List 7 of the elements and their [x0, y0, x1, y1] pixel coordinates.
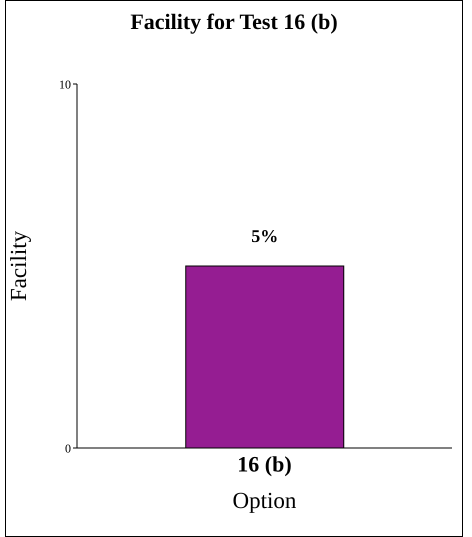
- y-tick-label: 0: [65, 441, 71, 456]
- x-tick-label: 16 (b): [237, 452, 292, 477]
- x-axis-title: Option: [232, 488, 297, 513]
- chart-title: Facility for Test 16 (b): [129, 9, 339, 35]
- data-label: 5%: [251, 226, 278, 246]
- y-tick-label: 10: [59, 77, 71, 92]
- y-axis-title: Facility: [6, 230, 32, 302]
